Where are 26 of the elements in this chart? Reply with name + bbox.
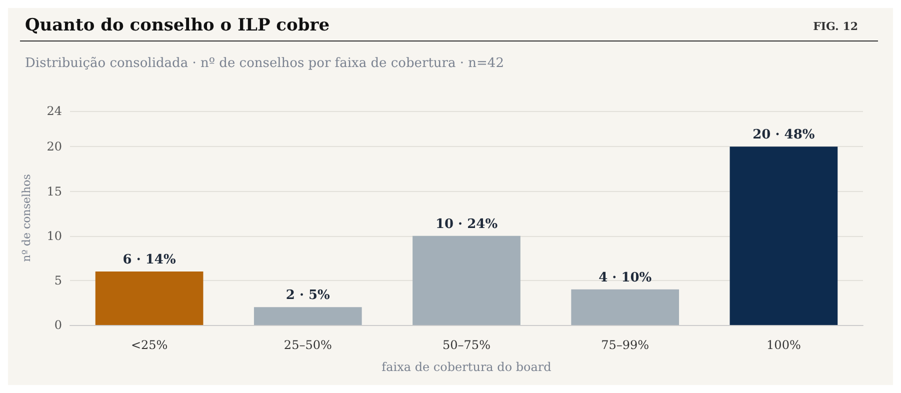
x-tick-label: 50–75%	[442, 338, 490, 352]
y-tick-label: 5	[54, 273, 62, 288]
x-tick-label: 25–50%	[284, 338, 332, 352]
chart-title: Quanto do conselho o ILP cobre	[25, 16, 330, 36]
y-tick-label: 20	[46, 140, 62, 154]
bar	[571, 289, 680, 325]
y-tick-label: 0	[54, 318, 62, 332]
data-label: 4 · 10%	[598, 270, 652, 286]
x-tick-label: 75–99%	[601, 338, 650, 352]
bar	[254, 307, 362, 325]
y-tick-label: 10	[46, 228, 62, 243]
chart-subtitle: Distribuição consolidada · nº de conselhos por faixa de cobertura · n=42	[25, 56, 504, 71]
y-tick-label: 15	[46, 184, 62, 198]
data-label: 10 · 24%	[435, 216, 498, 232]
y-axis-title: nº de conselhos	[20, 174, 33, 262]
data-label: 6 · 14%	[122, 252, 176, 268]
data-label: 2 · 5%	[286, 288, 331, 304]
bar	[95, 272, 204, 325]
bar	[730, 146, 838, 325]
caption: FIG. 12	[813, 20, 858, 33]
x-tick-label: 100%	[766, 338, 801, 352]
bar	[412, 236, 520, 325]
x-axis-title: faixa de cobertura do board	[382, 360, 552, 374]
data-label: 20 · 48%	[752, 128, 816, 143]
x-tick-label: <25%	[130, 338, 168, 352]
y-tick-label: 24	[46, 104, 62, 118]
